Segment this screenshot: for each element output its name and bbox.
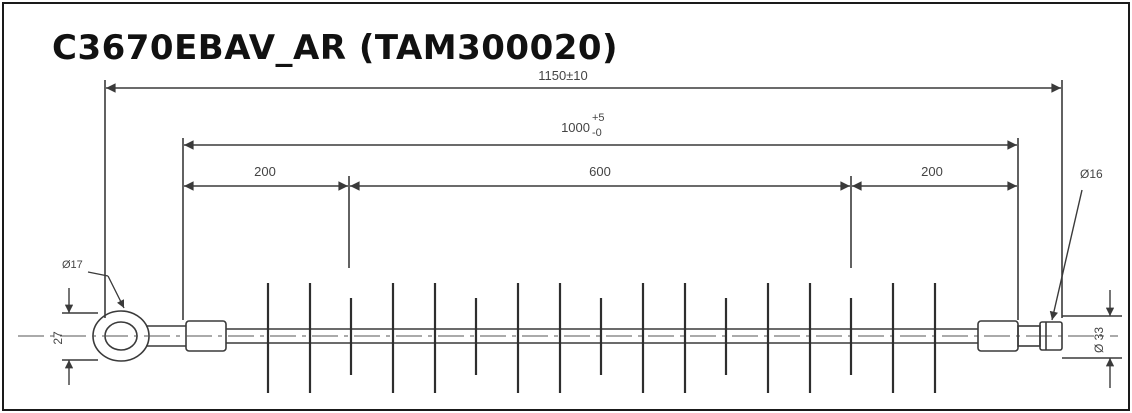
drawing-title: C3670EBAV_AR (TAM300020) xyxy=(52,28,619,68)
section-dim-tol-minus: -0 xyxy=(592,127,602,139)
section-dim-base: 1000 xyxy=(561,120,590,135)
right-end-fitting xyxy=(977,320,1063,352)
sheds xyxy=(266,283,937,393)
section-dim-tol-plus: +5 xyxy=(592,112,605,124)
segment-dimensions xyxy=(184,176,1017,268)
segment-left-text: 200 xyxy=(254,164,276,179)
right-end-tongue xyxy=(1039,321,1063,351)
right-diameter-text: Ø16 xyxy=(1080,167,1103,181)
overall-dim-text: 1150±10 xyxy=(538,68,588,83)
segment-middle-text: 600 xyxy=(589,164,611,179)
right-diameter-leader xyxy=(1049,189,1083,321)
right-height-text: Ø 33 xyxy=(1092,327,1106,353)
segment-right-text: 200 xyxy=(921,164,943,179)
left-diameter-text: Ø17 xyxy=(62,259,83,271)
section-dimension xyxy=(182,138,1019,320)
overall-dimension xyxy=(104,80,1063,318)
left-diameter-leader xyxy=(107,275,125,309)
left-height-text: 27 xyxy=(51,331,65,345)
